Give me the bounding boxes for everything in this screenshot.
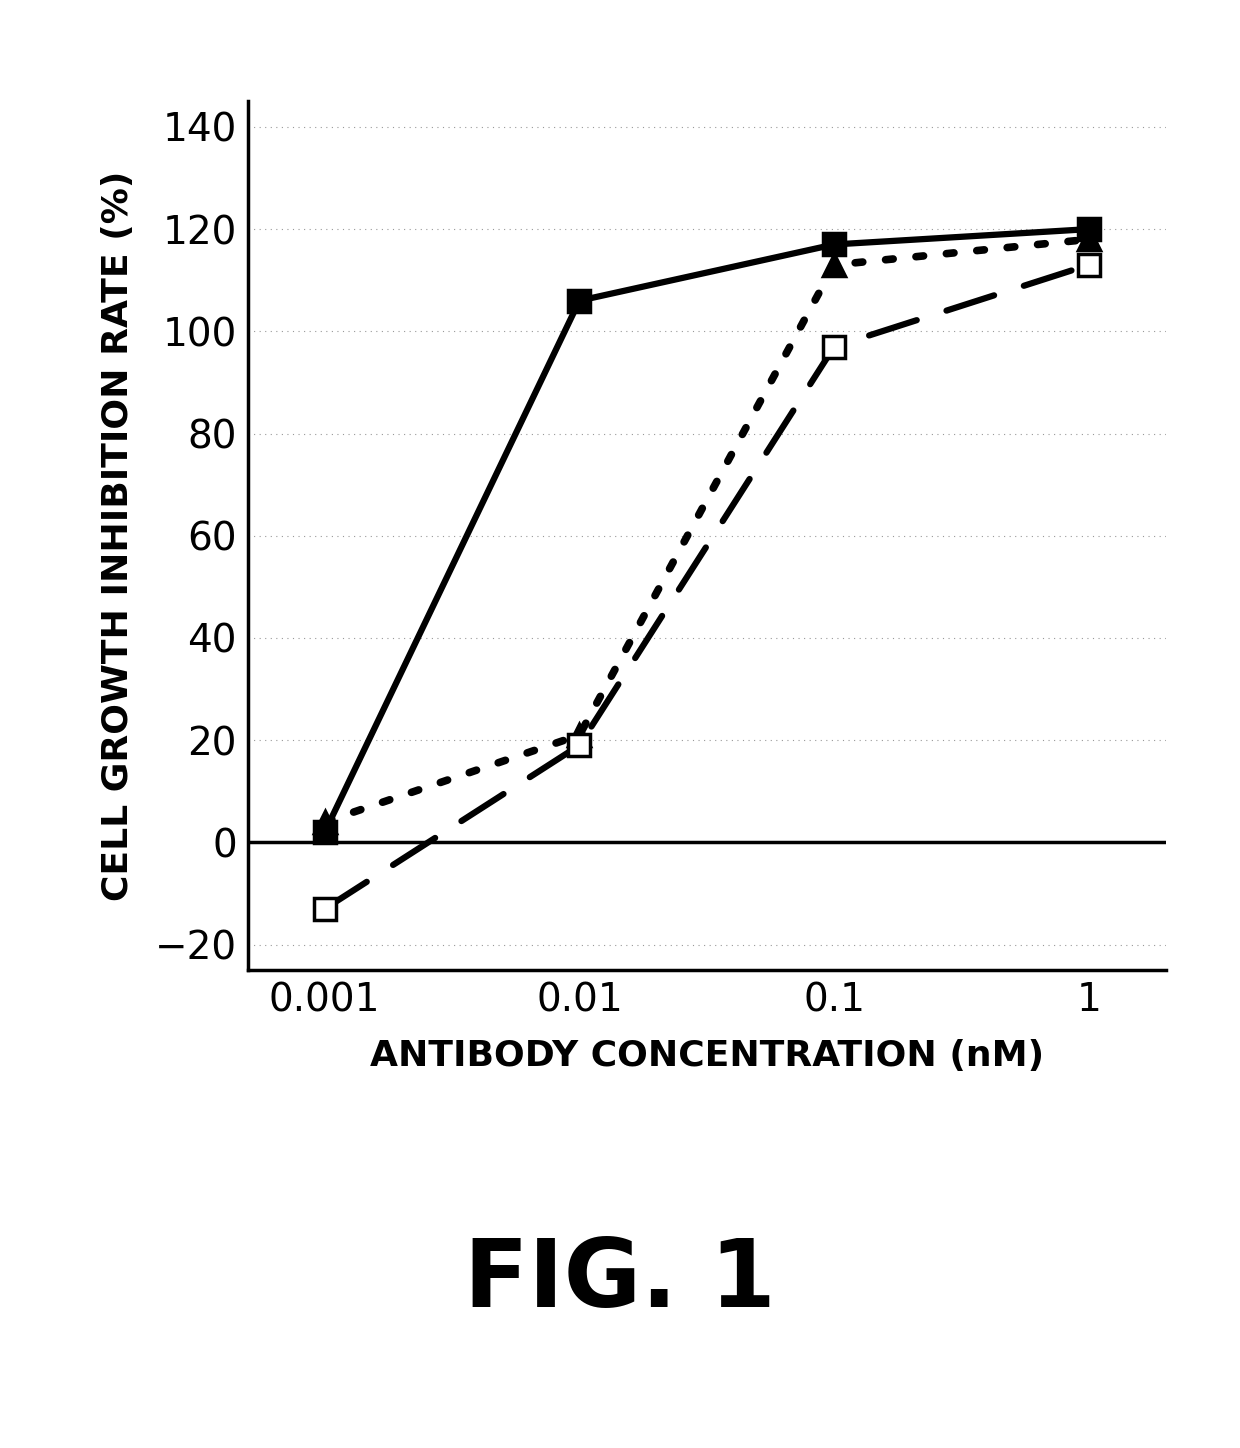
Y-axis label: CELL GROWTH INHIBITION RATE (%): CELL GROWTH INHIBITION RATE (%) bbox=[102, 171, 135, 901]
X-axis label: ANTIBODY CONCENTRATION (nM): ANTIBODY CONCENTRATION (nM) bbox=[370, 1038, 1044, 1073]
Text: FIG. 1: FIG. 1 bbox=[464, 1235, 776, 1328]
